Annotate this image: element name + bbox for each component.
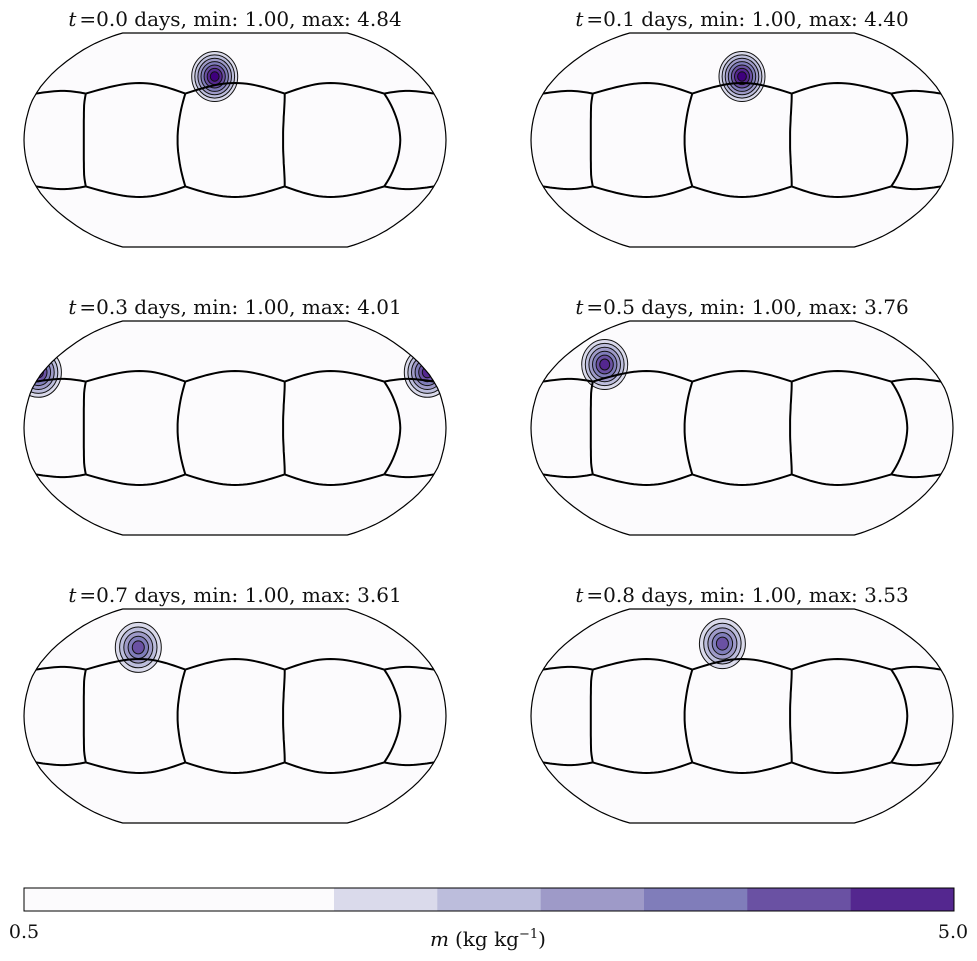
- panel-title-text: =0.1 days, min: 1.00, max: 4.40: [586, 7, 908, 31]
- map-panel-1: t =0.0 days, min: 1.00, max: 4.84: [23, 7, 447, 248]
- cube-grid: [542, 657, 942, 775]
- map-background: [24, 609, 446, 823]
- panel-title: t =0.1 days, min: 1.00, max: 4.40: [575, 7, 908, 31]
- contour-level-5: [715, 636, 729, 651]
- colorbar-segment-5: [644, 888, 748, 911]
- map-outline: [530, 320, 954, 536]
- contour-level-5: [499, 641, 511, 654]
- panel-title-t: t: [68, 583, 77, 607]
- contour-level-2: [951, 342, 953, 387]
- colorbar-label: m (kg kg−1): [430, 927, 546, 951]
- colorbar-label-var: m: [430, 927, 449, 951]
- map-outline: [23, 608, 447, 824]
- cube-grid: [542, 81, 942, 199]
- map-background: [531, 609, 953, 823]
- colorbar-segment-6: [747, 888, 852, 911]
- panel-title-text: =0.5 days, min: 1.00, max: 3.76: [586, 295, 908, 319]
- colorbar-max-tick: 5.0: [938, 921, 968, 943]
- cube-grid: [542, 369, 942, 487]
- contour-level-4: [959, 351, 977, 378]
- contour-level-1: [947, 339, 953, 390]
- contour-level-3: [490, 632, 519, 663]
- panel-title-t: t: [575, 583, 584, 607]
- cube-grid: [35, 81, 435, 199]
- colorbar-segment-1: [24, 888, 335, 911]
- contour-level-7: [737, 71, 747, 82]
- panel-title-text: =0.0 days, min: 1.00, max: 4.84: [79, 7, 401, 31]
- panel-title: t =0.8 days, min: 1.00, max: 3.53: [575, 583, 908, 607]
- map-background: [531, 33, 953, 247]
- contour-level-3: [955, 347, 977, 381]
- map-outline: [530, 608, 954, 824]
- map-outline: [23, 320, 447, 536]
- map-outline: [23, 32, 447, 248]
- contour-level-6: [966, 359, 976, 370]
- map-panel-2: t =0.1 days, min: 1.00, max: 4.40: [530, 7, 954, 248]
- cube-grid: [35, 657, 435, 775]
- colorbar-segment-7: [850, 888, 955, 911]
- contour-level-7: [209, 71, 220, 82]
- panel-title-t: t: [68, 295, 77, 319]
- map-panel-6: t =0.8 days, min: 1.00, max: 3.53: [530, 583, 954, 824]
- panels: t =0.0 days, min: 1.00, max: 4.84 t =0.1 da…: [23, 7, 977, 824]
- colorbar-frame: [23, 887, 955, 912]
- map-content: [35, 51, 435, 199]
- panel-title: t =0.3 days, min: 1.00, max: 4.01: [68, 295, 401, 319]
- map-panel-4: t =0.5 days, min: 1.00, max: 3.76: [530, 295, 977, 536]
- panel-title: t =0.0 days, min: 1.00, max: 4.84: [68, 7, 401, 31]
- colorbar-segment-2: [334, 888, 438, 911]
- colorbar-segment-3: [437, 888, 542, 911]
- contour-level-6: [32, 366, 44, 379]
- panel-title-text: =0.8 days, min: 1.00, max: 3.53: [586, 583, 908, 607]
- contour-level-1: [482, 622, 528, 672]
- map-content: [542, 339, 977, 487]
- contour-level-5: [131, 640, 145, 655]
- map-background: [24, 321, 446, 535]
- colorbar: 0.5 5.0 m (kg kg−1): [9, 887, 968, 951]
- panel-title-t: t: [68, 7, 77, 31]
- map-background: [24, 33, 446, 247]
- panel-title: t =0.7 days, min: 1.00, max: 3.61: [68, 583, 401, 607]
- cube-grid: [35, 369, 435, 487]
- colorbar-label-close: ): [538, 927, 546, 951]
- panel-title-t: t: [575, 7, 584, 31]
- colorbar-label-units: (kg kg: [455, 927, 519, 951]
- colorbar-min-tick: 0.5: [9, 921, 39, 943]
- contour-level-4: [494, 636, 514, 658]
- colorbar-segments: [24, 888, 955, 911]
- map-content: [35, 621, 528, 775]
- map-background: [531, 321, 953, 535]
- colorbar-segment-4: [540, 888, 645, 911]
- map-panel-5: t =0.7 days, min: 1.00, max: 3.61: [23, 583, 528, 824]
- panel-title: t =0.5 days, min: 1.00, max: 3.76: [575, 295, 908, 319]
- contour-level-2: [486, 627, 523, 668]
- panel-title-text: =0.3 days, min: 1.00, max: 4.01: [79, 295, 401, 319]
- map-outline: [530, 32, 954, 248]
- contour-level-5: [962, 355, 977, 374]
- colorbar-label-exp: −1: [519, 927, 538, 942]
- panel-title-text: =0.7 days, min: 1.00, max: 3.61: [79, 583, 401, 607]
- panel-title-t: t: [575, 295, 584, 319]
- contour-level-6: [599, 358, 611, 371]
- map-content: [542, 51, 942, 199]
- map-content: [542, 618, 942, 775]
